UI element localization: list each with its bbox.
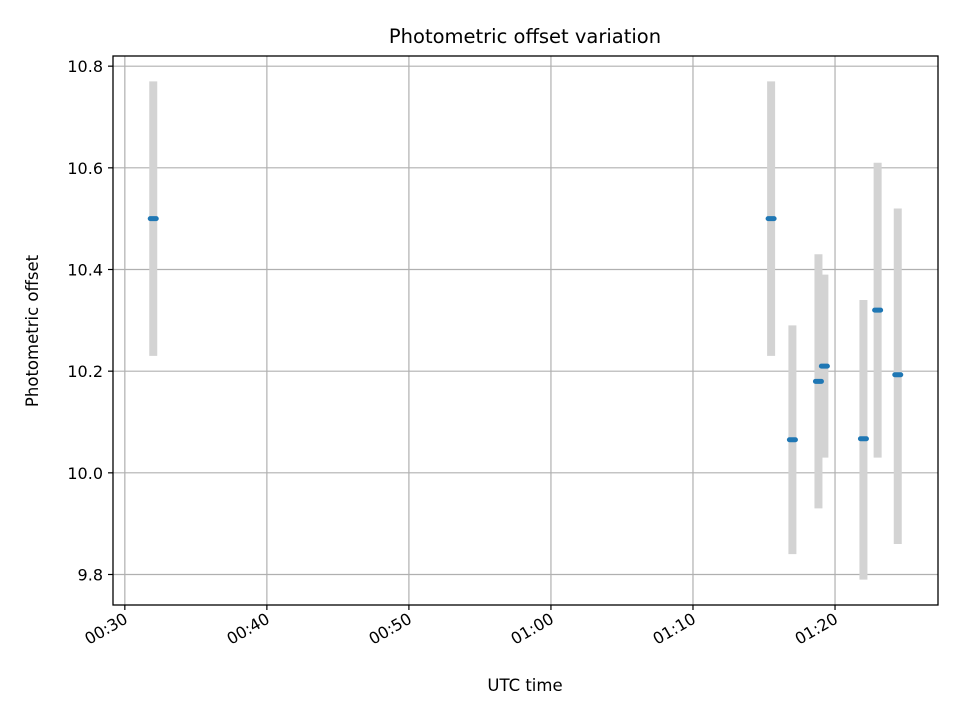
- error-bars: [149, 81, 902, 580]
- x-tick-label: 01:10: [650, 609, 699, 649]
- data-points: [147, 216, 904, 443]
- x-tick-label: 00:30: [81, 609, 130, 649]
- x-axis-label: UTC time: [487, 676, 562, 695]
- y-tick-label: 10.0: [67, 464, 103, 483]
- x-tick-label: 01:20: [792, 609, 841, 649]
- y-tick-label: 10.2: [67, 362, 103, 381]
- chart-title: Photometric offset variation: [389, 25, 661, 48]
- y-axis: 9.8 10.0 10.2 10.4 10.6 10.8: [67, 57, 113, 585]
- y-tick-label: 10.6: [67, 159, 103, 178]
- x-tick-label: 01:00: [508, 609, 557, 649]
- x-tick-label: 00:50: [365, 609, 414, 649]
- y-tick-label: 10.4: [67, 261, 103, 280]
- x-tick-label: 00:40: [223, 609, 272, 649]
- x-axis: 00:30 00:40 00:50 01:00 01:10 01:20: [81, 605, 841, 649]
- grid: [113, 56, 938, 605]
- plot-frame: [112, 55, 939, 606]
- y-axis-label: Photometric offset: [23, 254, 42, 407]
- y-tick-label: 9.8: [78, 566, 103, 585]
- y-tick-label: 10.8: [67, 57, 103, 76]
